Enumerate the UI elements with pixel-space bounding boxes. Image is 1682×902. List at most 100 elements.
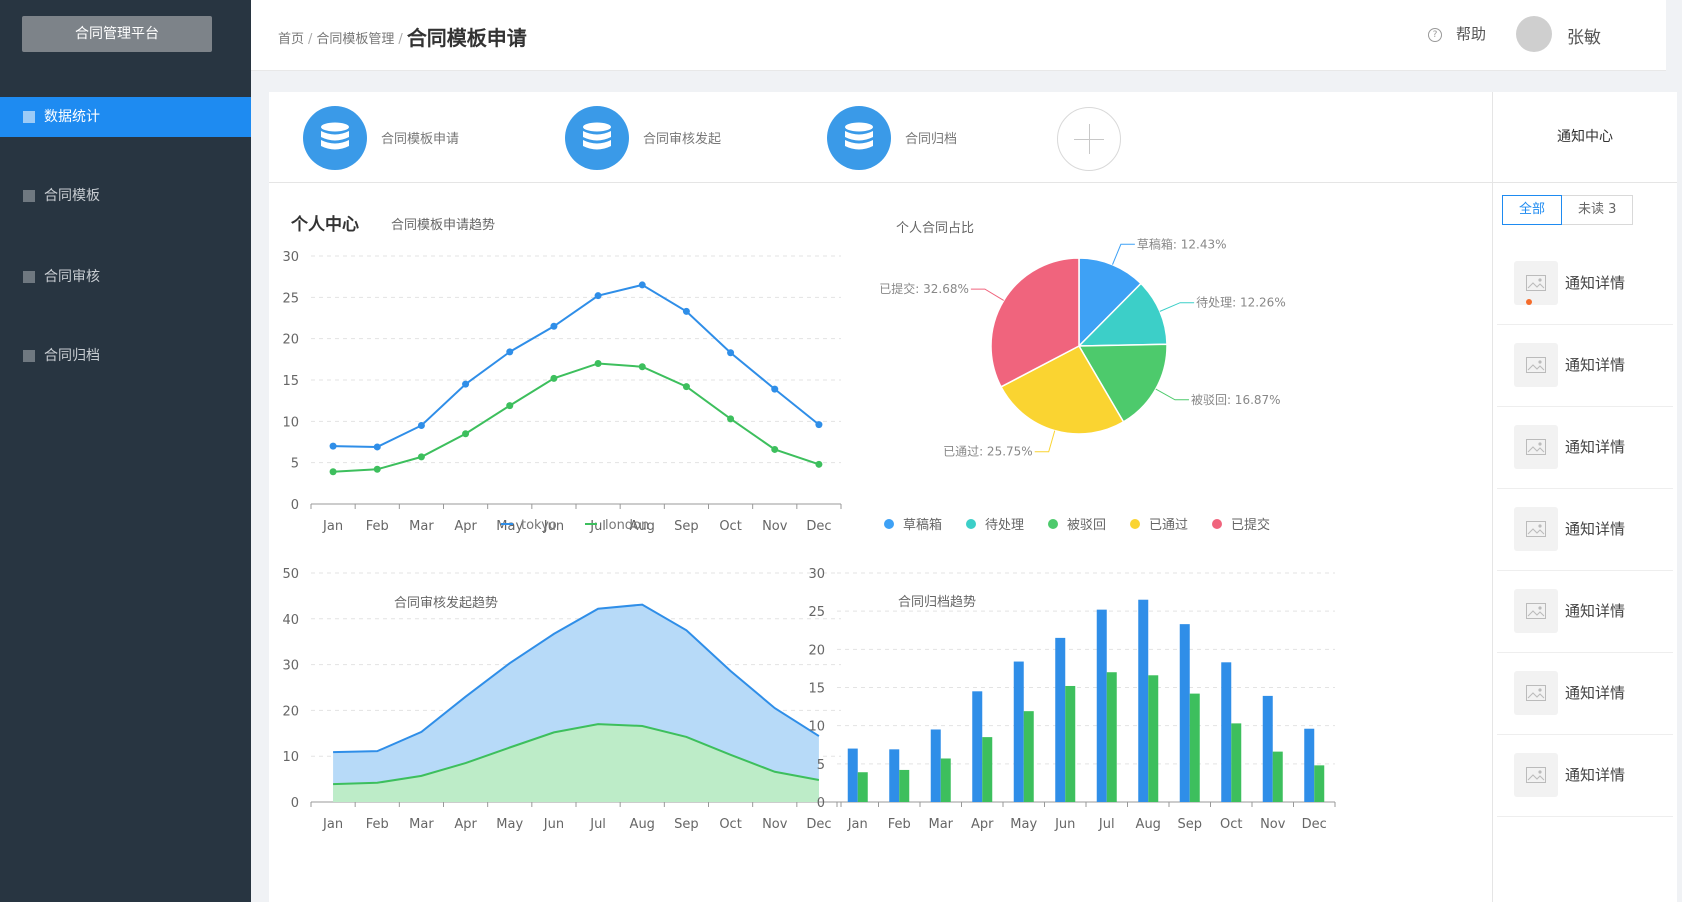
- bar-1-Mar: [940, 758, 951, 802]
- bar-1-Jul: [1106, 672, 1117, 802]
- line-chart-ytick-label: 30: [282, 250, 299, 265]
- data-point-london: [638, 363, 646, 371]
- bar-chart-xtick-label: Apr: [971, 817, 994, 832]
- notification-item[interactable]: 通知详情: [1497, 488, 1673, 571]
- database-icon: [303, 106, 367, 170]
- area-chart-ytick-label: 40: [282, 613, 299, 628]
- add-quick-action-button[interactable]: [1057, 107, 1121, 171]
- line-chart-xtick-label: Feb: [366, 519, 389, 534]
- menu-square-icon: [23, 350, 35, 362]
- header: 首页 / 合同模板管理 / 合同模板申请 ? 帮助 张敏: [251, 0, 1666, 71]
- data-point-london: [594, 359, 602, 367]
- area-chart-xtick-label: Mar: [409, 817, 434, 832]
- notification-text: 通知详情: [1565, 274, 1626, 292]
- sidebar-item-contract-archive[interactable]: 合同归档: [0, 336, 251, 376]
- notification-item[interactable]: 通知详情: [1497, 242, 1673, 325]
- line-chart-xtick-label: Jan: [322, 519, 343, 534]
- data-point-london: [506, 402, 514, 410]
- avatar[interactable]: [1516, 16, 1552, 52]
- notification-item[interactable]: 通知详情: [1497, 570, 1673, 653]
- line-chart-xtick-label: Apr: [454, 519, 477, 534]
- menu-square-icon: [23, 190, 35, 202]
- data-point-london: [373, 465, 381, 473]
- bar-chart-xtick-label: Jul: [1098, 817, 1115, 832]
- data-point-tokyo: [506, 348, 514, 356]
- help-link[interactable]: ? 帮助: [1428, 23, 1486, 44]
- line-chart-xtick-label: Oct: [719, 519, 741, 534]
- bar-chart-xtick-label: Jan: [847, 817, 868, 832]
- bar-0-Jun: [1055, 637, 1066, 802]
- pie-label-被驳回: 被驳回: 16.87%: [1191, 393, 1281, 407]
- notification-panel: 通知中心 全部 未读 3 通知详情 通知详情 通知详情 通知详情 通知详情 通知详情 通知详…: [1492, 92, 1677, 902]
- notification-text: 通知详情: [1565, 520, 1626, 538]
- notification-item[interactable]: 通知详情: [1497, 734, 1673, 817]
- bar-1-Apr: [982, 737, 993, 802]
- sidebar-item-label: 合同归档: [44, 348, 100, 364]
- series-line-tokyo: [333, 283, 820, 448]
- line-chart-xtick-label: Dec: [806, 519, 831, 534]
- pie-label-line: [1155, 388, 1189, 401]
- notification-item[interactable]: 通知详情: [1497, 324, 1673, 407]
- menu-square-icon: [23, 111, 35, 123]
- bar-chart-ytick-label: 5: [817, 758, 825, 773]
- line-chart-xtick-label: Mar: [409, 519, 434, 534]
- data-point-london: [771, 445, 779, 453]
- sidebar-item-contract-review[interactable]: 合同审核: [0, 257, 251, 297]
- pie-label-line: [970, 288, 1004, 301]
- legend-label-london: london: [605, 518, 649, 533]
- line-chart-ytick-label: 0: [291, 498, 299, 513]
- line-chart-ytick-label: 10: [282, 415, 299, 430]
- legend-label-已提交: 已提交: [1231, 517, 1270, 533]
- bar-1-Feb: [899, 769, 910, 802]
- bar-chart-xtick-label: Jun: [1054, 817, 1075, 832]
- bar-chart-ytick-label: 0: [817, 796, 825, 811]
- area-chart-xtick-label: Nov: [762, 817, 788, 832]
- bar-1-Jun: [1065, 685, 1076, 802]
- brand-title[interactable]: 合同管理平台: [22, 16, 212, 52]
- area-chart-xtick-label: Aug: [630, 817, 655, 832]
- menu-square-icon: [23, 271, 35, 283]
- user-name[interactable]: 张敏: [1567, 28, 1601, 48]
- legend-label-草稿箱: 草稿箱: [903, 517, 942, 533]
- image-placeholder-icon: [1514, 343, 1558, 387]
- bar-1-Nov: [1272, 751, 1283, 802]
- area-chart-ytick-label: 20: [282, 704, 299, 719]
- pie-slice-已通过: [1000, 345, 1125, 435]
- bar-chart-ytick-label: 25: [808, 605, 825, 620]
- legend-label-tokyo: tokyo: [521, 518, 557, 533]
- quick-action-label: 合同模板申请: [381, 132, 460, 147]
- quick-actions: 合同模板申请 合同审核发起 合同归档: [269, 92, 1492, 183]
- line-chart-xtick-label: May: [496, 519, 523, 534]
- notification-item[interactable]: 通知详情: [1497, 406, 1673, 489]
- tab-all[interactable]: 全部: [1502, 195, 1563, 225]
- bar-0-Jan: [847, 748, 858, 802]
- notification-text: 通知详情: [1565, 602, 1626, 620]
- notification-text: 通知详情: [1565, 356, 1626, 374]
- line-chart-xtick-label: Jul: [589, 519, 606, 534]
- page-title: 合同模板申请: [406, 26, 527, 50]
- notification-item[interactable]: 通知详情: [1497, 652, 1673, 735]
- bar-chart-xtick-label: Dec: [1302, 817, 1327, 832]
- pie-slice-已提交: [990, 257, 1080, 388]
- bar-1-Aug: [1148, 675, 1159, 802]
- area-chart-xtick-label: Jul: [589, 817, 606, 832]
- legend-label-被驳回: 被驳回: [1067, 518, 1106, 533]
- bar-chart-xtick-label: Feb: [888, 817, 911, 832]
- bar-0-Mar: [930, 729, 941, 802]
- area-chart-ytick-label: 0: [291, 796, 299, 811]
- breadcrumb-home[interactable]: 首页: [278, 32, 305, 47]
- line-chart-xtick-label: Nov: [762, 519, 788, 534]
- bar-chart-xtick-label: Oct: [1220, 817, 1242, 832]
- pie-label-待处理: 待处理: 12.26%: [1196, 296, 1286, 310]
- area-chart-xtick-label: Jan: [322, 817, 343, 832]
- tab-unread[interactable]: 未读 3: [1562, 195, 1634, 225]
- sidebar-item-data-stats[interactable]: 数据统计: [0, 97, 251, 137]
- breadcrumb: 首页 / 合同模板管理 / 合同模板申请: [278, 26, 527, 50]
- breadcrumb-template-mgmt[interactable]: 合同模板管理: [316, 32, 395, 47]
- notification-tabs: 全部 未读 3: [1502, 195, 1634, 225]
- legend-dot-已通过: [1130, 519, 1140, 529]
- notification-text: 通知详情: [1565, 438, 1626, 456]
- sidebar-item-contract-template[interactable]: 合同模板: [0, 176, 251, 216]
- legend-label-已通过: 已通过: [1149, 518, 1188, 533]
- area-chart-xtick-label: Apr: [454, 817, 477, 832]
